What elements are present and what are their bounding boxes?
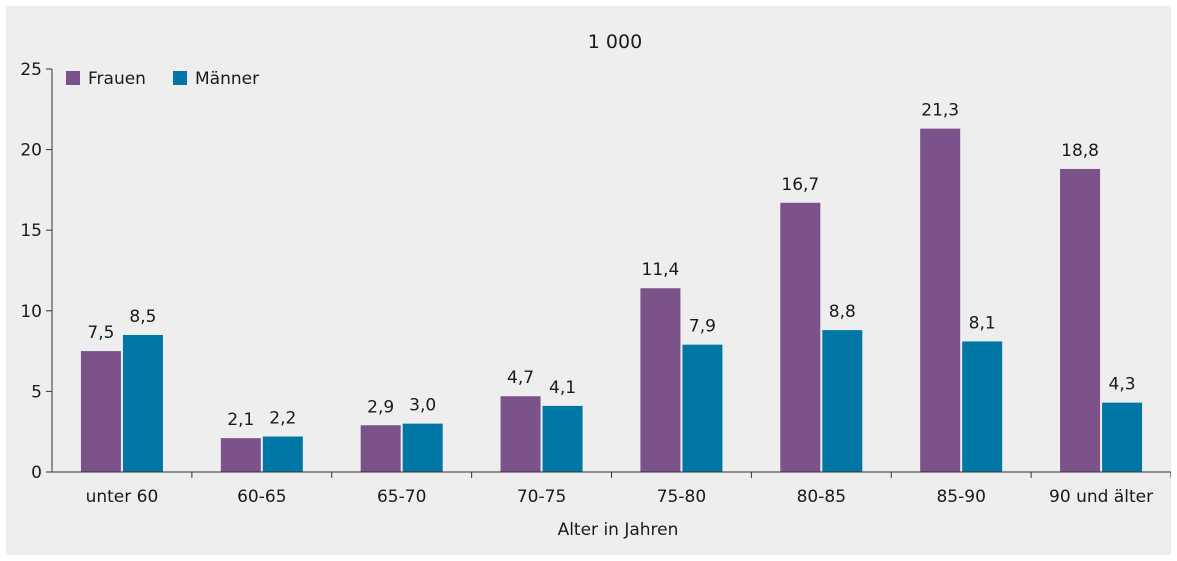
chart-title: 1 000	[588, 31, 642, 53]
x-axis: unter 60 60-65 65-70 70-75 75-80 80-85 85-90 90…	[52, 471, 1171, 507]
bar-mnner-1	[262, 436, 303, 472]
data-label: 16,7	[781, 175, 819, 195]
x-tick-label: 75-80	[657, 487, 706, 507]
x-tick-label: 65-70	[377, 487, 426, 507]
legend-label-maenner: Männer	[195, 69, 259, 89]
bar-mnner-6	[962, 341, 1003, 472]
y-tick-label: 25	[20, 60, 42, 80]
bar-frauen-1	[220, 438, 261, 472]
chart-panel: 1 000 Frauen Männer 0 5 10 15 20 25 7,5 8,5 2,1…	[6, 6, 1171, 555]
bar-chart: 1 000 Frauen Männer 0 5 10 15 20 25 7,5 8,5 2,1…	[20, 31, 1171, 540]
bar-mnner-2	[402, 423, 443, 472]
bar-mnner-3	[542, 405, 583, 472]
data-label: 4,1	[549, 378, 576, 398]
data-label: 18,8	[1061, 141, 1099, 161]
data-label: 4,3	[1109, 375, 1136, 395]
bar-frauen-6	[920, 128, 961, 473]
x-tick-label: 85-90	[936, 487, 985, 507]
data-label: 21,3	[921, 101, 959, 121]
data-label: 8,8	[829, 302, 856, 322]
y-axis: 0 5 10 15 20 25	[20, 60, 53, 483]
x-tick-label: 90 und älter	[1049, 487, 1153, 507]
bar-frauen-7	[1060, 168, 1101, 472]
x-axis-label: Alter in Jahren	[558, 520, 679, 540]
bar-mnner-4	[682, 344, 723, 472]
bar-frauen-4	[640, 288, 681, 472]
data-label: 2,1	[227, 410, 254, 430]
bar-frauen-2	[360, 425, 401, 472]
data-label: 2,2	[269, 409, 296, 429]
bar-mnner-5	[822, 330, 863, 472]
y-tick-label: 15	[20, 221, 42, 241]
bar-frauen-3	[500, 396, 541, 472]
x-tick-label: 60-65	[237, 487, 286, 507]
x-tick-label: unter 60	[86, 487, 159, 507]
data-label: 8,1	[969, 313, 996, 333]
bars: 7,5 8,5 2,1 2,2 2,9 3,0 4,7 4,1 11,4 7,9 16,7 8,8 21…	[80, 101, 1143, 473]
bar-frauen-5	[780, 202, 821, 472]
y-tick-label: 10	[20, 302, 42, 322]
data-label: 4,7	[507, 368, 534, 388]
data-label: 3,0	[409, 396, 436, 416]
data-label: 8,5	[129, 307, 156, 327]
y-tick-label: 20	[20, 141, 42, 161]
x-tick-label: 80-85	[797, 487, 846, 507]
bar-mnner-7	[1102, 402, 1143, 472]
bar-mnner-0	[122, 334, 163, 472]
data-label: 11,4	[642, 260, 680, 280]
legend-swatch-maenner	[173, 71, 187, 85]
data-label: 7,9	[689, 317, 716, 337]
y-tick-label: 0	[31, 463, 42, 483]
data-label: 7,5	[87, 323, 114, 343]
legend: Frauen Männer	[66, 69, 259, 89]
bar-frauen-0	[80, 351, 121, 472]
legend-swatch-frauen	[66, 71, 80, 85]
data-label: 2,9	[367, 397, 394, 417]
legend-label-frauen: Frauen	[88, 69, 146, 89]
x-tick-label: 70-75	[517, 487, 566, 507]
y-tick-label: 5	[31, 382, 42, 402]
